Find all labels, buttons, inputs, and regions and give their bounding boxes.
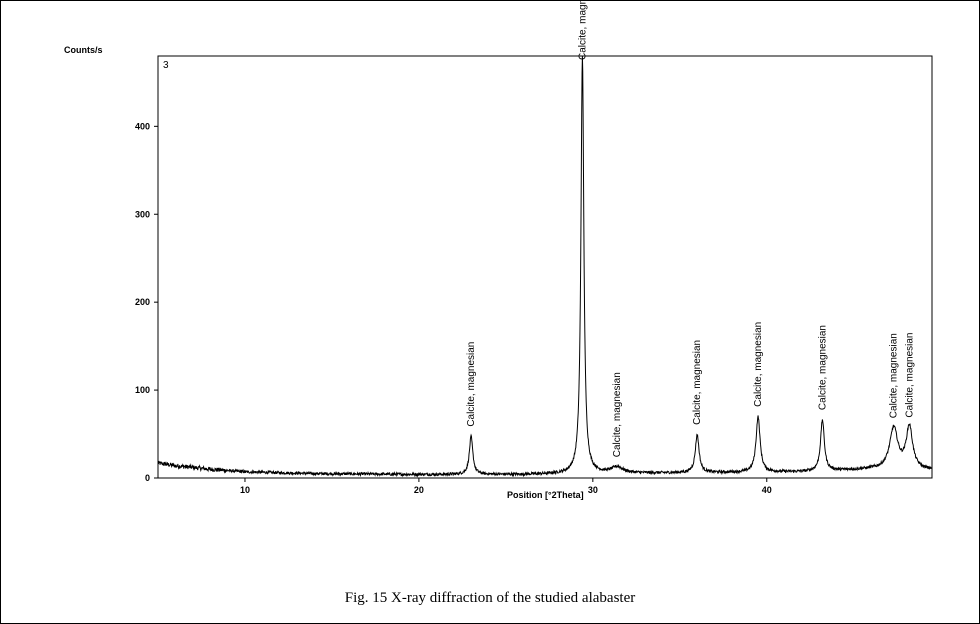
peak-label: Calcite, magnesian (817, 325, 828, 410)
figure-caption: Fig. 15 X-ray diffraction of the studied… (344, 590, 636, 606)
peak-label: Calcite, magnesian (889, 333, 900, 418)
peak-label: Calcite, magnesian (904, 333, 915, 418)
peak-label: Calcite, magnesian (692, 340, 703, 425)
ticks: 0 100 200 300 400 10 20 30 40 (135, 121, 772, 495)
plot-area-border (157, 55, 933, 479)
y-tick-label: 400 (135, 121, 150, 131)
axes (157, 55, 933, 479)
y-tick-label: 100 (135, 385, 150, 395)
x-tick-label: 10 (240, 485, 250, 495)
peak-labels: Calcite, magnesian Calcite, magnesian Calc… (466, 0, 915, 457)
peak-label: Calcite, magnesian (612, 372, 623, 457)
diffraction-pattern (157, 55, 933, 478)
x-tick-label: 30 (588, 485, 598, 495)
y-tick-label: 0 (145, 473, 150, 483)
pattern-line (157, 55, 933, 478)
x-tick-label: 20 (414, 485, 424, 495)
peak-label: Calcite, magnesian (466, 342, 477, 427)
y-axis-label: Counts/s (64, 45, 103, 55)
panel-label: 3 (163, 60, 169, 71)
y-tick-label: 300 (135, 209, 150, 219)
y-tick-label: 200 (135, 297, 150, 307)
peak-label: Calcite, magnesian (753, 322, 764, 407)
peak-label: Calcite, magnesian (577, 0, 588, 60)
x-tick-label: 40 (762, 485, 772, 495)
x-axis-label: Position [°2Theta] (507, 490, 584, 500)
